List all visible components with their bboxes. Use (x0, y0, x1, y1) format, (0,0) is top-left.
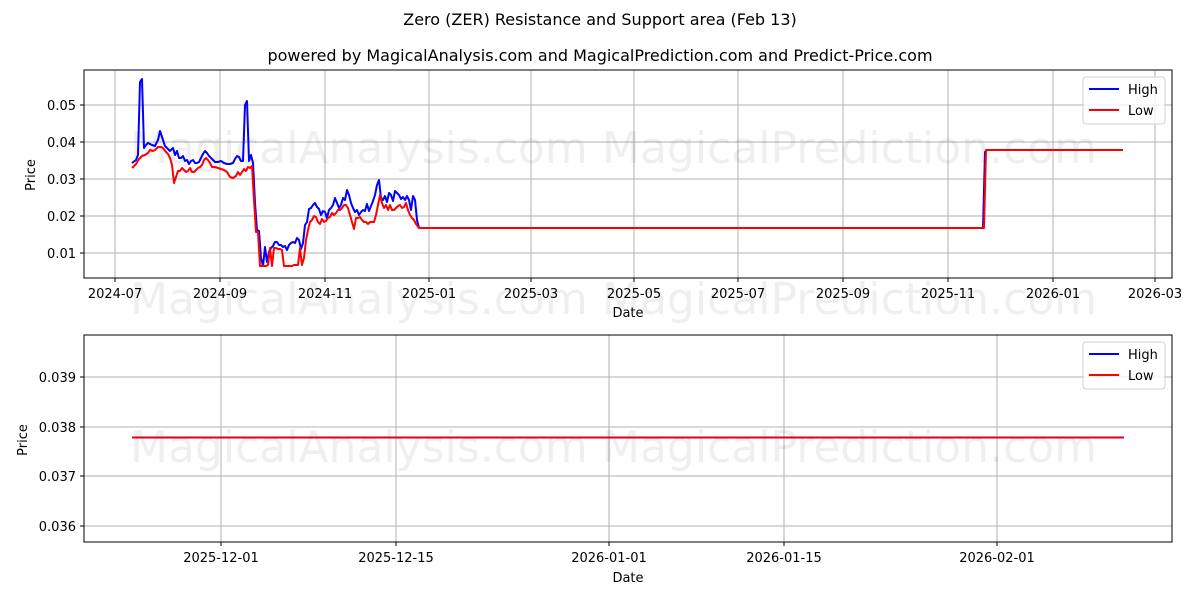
bottom-chart: MagicalAnalysis.com MagicalPrediction.co… (16, 334, 1173, 586)
top-xtick: 2025-05 (607, 287, 661, 302)
top-ytick: 0.02 (47, 210, 76, 225)
top-xtick: 2025-09 (816, 287, 870, 302)
watermark-prediction-3: MagicalPrediction.com (602, 422, 1097, 473)
legend-low-label: Low (1128, 104, 1154, 119)
legend-high-label: High (1128, 348, 1158, 363)
watermark-analysis-3: MagicalAnalysis.com (130, 422, 588, 473)
top-ytick: 0.04 (47, 136, 76, 151)
top-legend: High Low (1082, 76, 1166, 125)
watermark-prediction-2: MagicalPrediction.com (602, 274, 1097, 325)
top-ytick: 0.05 (47, 99, 76, 114)
bottom-ylabel: Price (16, 424, 31, 456)
chart-subtitle: powered by MagicalAnalysis.com and Magic… (267, 46, 933, 65)
bottom-xtick: 2026-01-15 (746, 551, 822, 566)
top-low-line (131, 146, 1123, 267)
bottom-ytick: 0.038 (39, 421, 76, 436)
top-axes-frame (83, 69, 1173, 279)
legend-low-label: Low (1128, 369, 1154, 384)
top-xtick: 2025-07 (711, 287, 765, 302)
bottom-xlabel: Date (612, 571, 643, 586)
bottom-grid (84, 335, 1172, 542)
top-xtick: 2025-03 (504, 287, 558, 302)
top-xtick: 2024-09 (193, 287, 247, 302)
bottom-ytick: 0.037 (39, 470, 76, 485)
bottom-xtick: 2025-12-01 (183, 551, 259, 566)
bottom-legend: High Low (1082, 341, 1166, 390)
bottom-xtick: 2026-01-01 (571, 551, 647, 566)
bottom-ytick: 0.039 (39, 371, 76, 386)
top-xtick: 2024-11 (298, 287, 352, 302)
top-ytick: 0.03 (47, 173, 76, 188)
bottom-axes-frame (83, 334, 1173, 543)
top-xlabel: Date (612, 306, 643, 321)
legend-high-label: High (1128, 83, 1158, 98)
bottom-xtick: 2025-12-15 (358, 551, 434, 566)
chart-title: Zero (ZER) Resistance and Support area (… (403, 10, 797, 29)
bottom-xtick: 2026-02-01 (959, 551, 1035, 566)
watermark-prediction: MagicalPrediction.com (602, 123, 1097, 174)
top-xtick: 2025-11 (921, 287, 975, 302)
bottom-ytick: 0.036 (39, 520, 76, 535)
watermark-analysis-2: MagicalAnalysis.com (130, 274, 588, 325)
top-ytick: 0.01 (47, 247, 76, 262)
top-chart: MagicalAnalysis.com MagicalPrediction.co… (24, 69, 1182, 325)
top-xtick: 2026-01 (1026, 287, 1080, 302)
top-xtick: 2026-03 (1128, 287, 1182, 302)
top-xtick: 2025-01 (402, 287, 456, 302)
top-ylabel: Price (24, 159, 39, 191)
watermark-analysis: MagicalAnalysis.com (130, 123, 588, 174)
top-xtick: 2024-07 (88, 287, 142, 302)
